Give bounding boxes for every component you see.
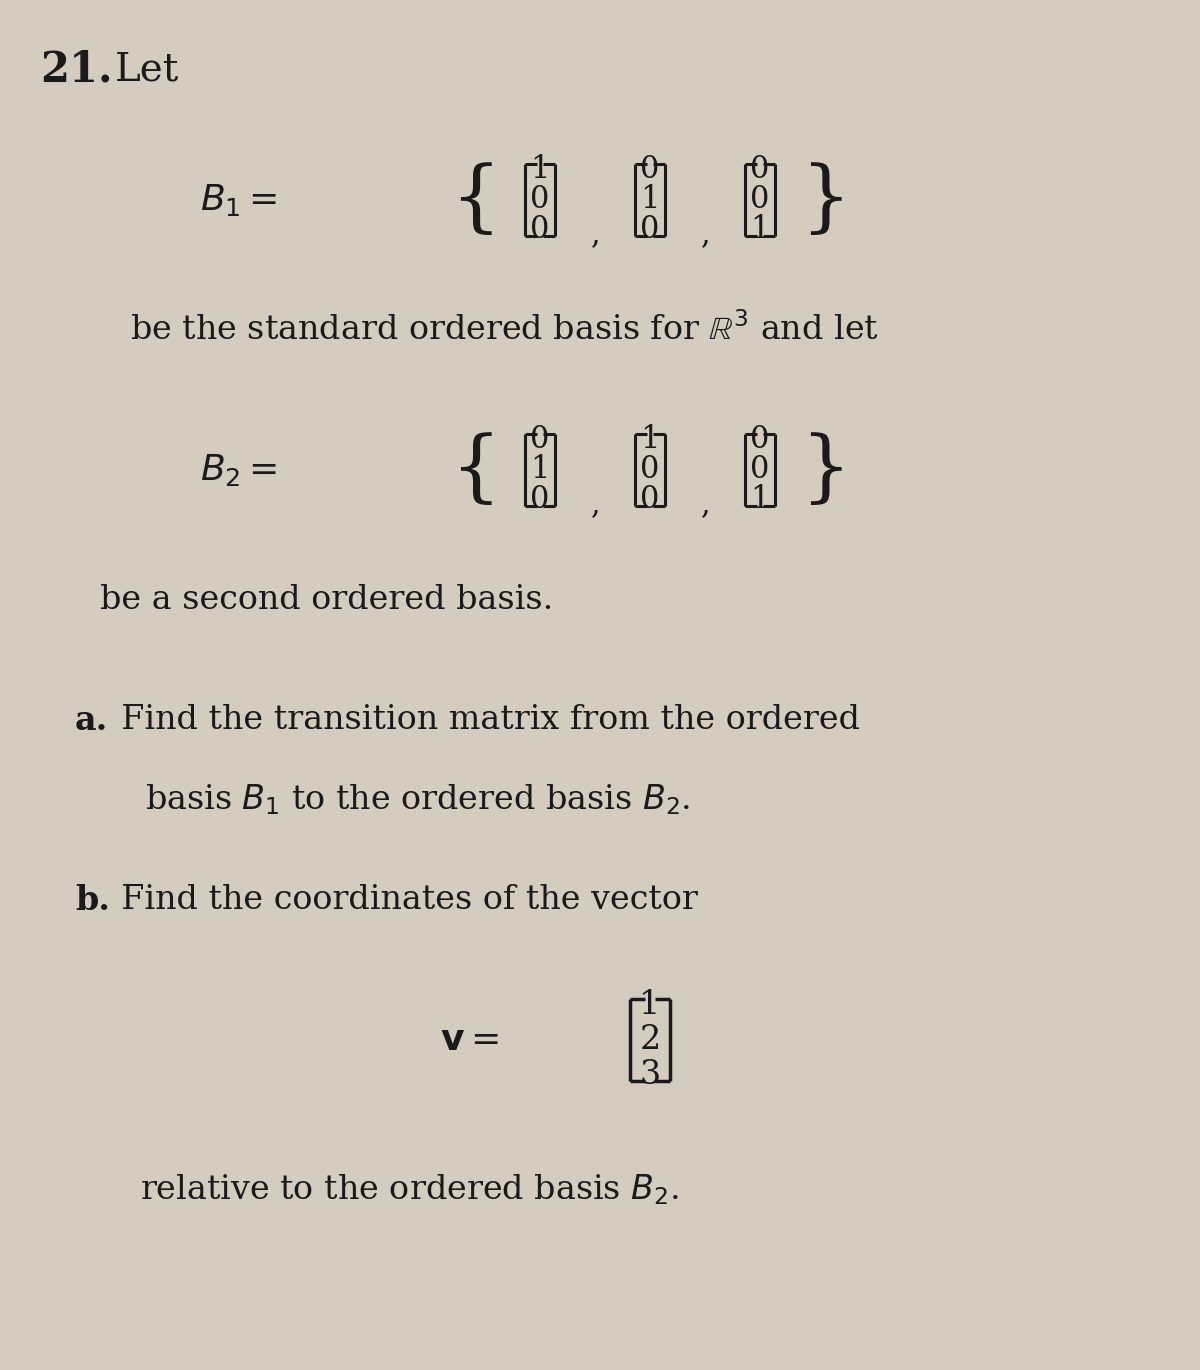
Text: 1: 1	[641, 185, 660, 215]
Text: be the standard ordered basis for $\mathbb{R}^3$ and let: be the standard ordered basis for $\math…	[130, 312, 880, 348]
Text: ,: ,	[592, 489, 601, 521]
Text: $B_1 =$: $B_1 =$	[200, 182, 277, 218]
Text: 0: 0	[530, 215, 550, 245]
Text: 0: 0	[641, 155, 660, 185]
Text: $B_2 =$: $B_2 =$	[200, 452, 277, 488]
Text: 0: 0	[750, 455, 769, 485]
Text: 21.: 21.	[40, 49, 113, 90]
Text: be a second ordered basis.: be a second ordered basis.	[100, 584, 553, 616]
Text: ,: ,	[592, 219, 601, 251]
Text: Let: Let	[115, 52, 179, 89]
Text: 3: 3	[640, 1059, 661, 1091]
Text: {: {	[450, 162, 500, 238]
Text: Find the coordinates of the vector: Find the coordinates of the vector	[100, 884, 698, 917]
Text: ,: ,	[701, 219, 710, 251]
Text: 2: 2	[640, 1023, 661, 1056]
Text: 0: 0	[530, 185, 550, 215]
Text: ,: ,	[701, 489, 710, 521]
Text: 0: 0	[750, 185, 769, 215]
Text: 0: 0	[750, 155, 769, 185]
Text: 0: 0	[530, 485, 550, 515]
Text: {: {	[450, 432, 500, 508]
Text: $\mathbf{v} =$: $\mathbf{v} =$	[440, 1023, 499, 1058]
Text: 1: 1	[641, 425, 660, 455]
Text: 0: 0	[641, 485, 660, 515]
Text: Find the transition matrix from the ordered: Find the transition matrix from the orde…	[100, 704, 860, 736]
Text: 0: 0	[641, 455, 660, 485]
Text: basis $B_1$ to the ordered basis $B_2$.: basis $B_1$ to the ordered basis $B_2$.	[145, 782, 690, 818]
Text: 0: 0	[530, 425, 550, 455]
Text: 0: 0	[750, 425, 769, 455]
Text: }: }	[799, 162, 851, 238]
Text: b.: b.	[74, 884, 110, 917]
Text: 1: 1	[530, 155, 550, 185]
Text: 1: 1	[530, 455, 550, 485]
Text: 1: 1	[750, 485, 769, 515]
Text: a.: a.	[74, 704, 108, 737]
Text: 1: 1	[750, 215, 769, 245]
Text: 0: 0	[641, 215, 660, 245]
Text: 1: 1	[640, 989, 661, 1021]
Text: relative to the ordered basis $B_2$.: relative to the ordered basis $B_2$.	[140, 1173, 679, 1207]
Text: }: }	[799, 432, 851, 508]
